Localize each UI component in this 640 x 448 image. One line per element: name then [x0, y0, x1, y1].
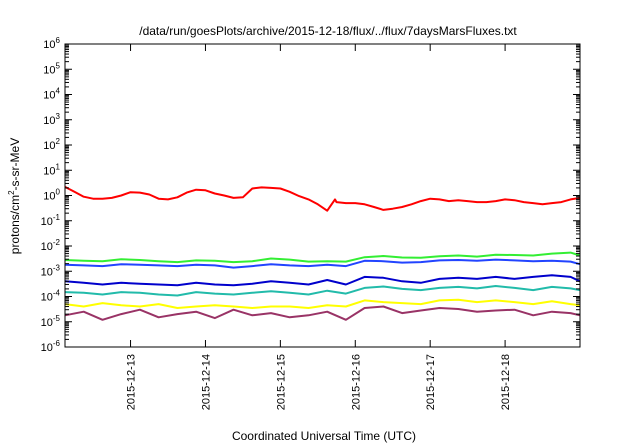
- y-tick-label-exp: 3: [56, 112, 61, 121]
- x-tick-label: 2015-12-15: [275, 354, 287, 410]
- y-tick-label-base: 10: [41, 216, 53, 228]
- x-axis-title: Coordinated Universal Time (UTC): [232, 429, 416, 443]
- series-line: [64, 258, 581, 269]
- y-tick-label-exp: 4: [56, 87, 61, 96]
- y-tick-label-exp: 0: [56, 188, 61, 197]
- y-tick-label: 10-3: [41, 263, 61, 278]
- y-tick-label-exp: -4: [53, 289, 61, 298]
- y-tick-label: 10-2: [41, 238, 61, 253]
- y-tick-label-base: 10: [41, 342, 53, 354]
- y-tick-label: 106: [43, 36, 60, 51]
- y-tick-label: 101: [43, 162, 60, 177]
- series-line: [64, 285, 581, 297]
- y-tick-label-exp: -5: [53, 314, 61, 323]
- y-tick-label: 102: [43, 137, 60, 152]
- x-tick-label: 2015-12-16: [350, 354, 362, 410]
- x-tick-label: 2015-12-18: [500, 354, 512, 410]
- y-axis-title: protons/cm2-s-sr-MeV: [7, 138, 22, 254]
- y-tick-label: 100: [43, 188, 60, 203]
- y-tick-label: 104: [43, 87, 60, 102]
- y-axis-title-rest: -s-sr-MeV: [8, 138, 22, 191]
- x-tick-label: 2015-12-17: [425, 354, 437, 410]
- y-axis-title-base: protons/cm: [8, 195, 22, 254]
- y-tick-label-base: 10: [41, 241, 53, 253]
- y-tick-label: 10-6: [41, 339, 61, 354]
- y-tick-label-base: 10: [43, 90, 55, 102]
- y-tick-label-base: 10: [41, 292, 53, 304]
- y-tick-label: 10-1: [41, 213, 61, 228]
- y-tick-label-exp: -1: [53, 213, 61, 222]
- y-tick-label-base: 10: [43, 39, 55, 51]
- plot-series: [64, 186, 581, 321]
- y-axis: 10-610-510-410-310-210-11001011021031041…: [41, 36, 580, 354]
- chart-title: /data/run/goesPlots/archive/2015-12-18/f…: [139, 24, 517, 38]
- y-tick-label-exp: 6: [56, 36, 61, 45]
- series-line: [64, 186, 581, 212]
- y-tick-label: 10-5: [41, 314, 61, 329]
- y-tick-label-exp: 1: [56, 162, 61, 171]
- y-tick-label-base: 10: [43, 64, 55, 76]
- y-tick-label-base: 10: [43, 140, 55, 152]
- y-tick-label-exp: -2: [53, 238, 61, 247]
- y-tick-label-exp: -6: [53, 339, 61, 348]
- y-tick-label-exp: -3: [53, 263, 61, 272]
- y-tick-label: 10-4: [41, 289, 61, 304]
- series-line: [64, 305, 581, 321]
- y-tick-label-base: 10: [43, 191, 55, 203]
- y-tick-label: 105: [43, 61, 60, 76]
- y-tick-label-exp: 5: [56, 61, 61, 70]
- y-tick-label-base: 10: [41, 266, 53, 278]
- y-tick-label-base: 10: [43, 115, 55, 127]
- y-tick-label-exp: 2: [56, 137, 61, 146]
- y-tick-label: 103: [43, 112, 60, 127]
- series-line: [64, 298, 581, 309]
- x-tick-label: 2015-12-14: [200, 354, 212, 410]
- x-axis: 2015-12-13 2015-12-14 2015-12-15 2015-12-16…: [126, 44, 512, 410]
- series-line: [64, 274, 581, 287]
- series-line: [64, 251, 581, 264]
- y-axis-title-sup: 2: [7, 190, 16, 195]
- y-tick-label-base: 10: [41, 317, 53, 329]
- x-tick-label: 2015-12-13: [126, 354, 138, 410]
- y-tick-label-base: 10: [43, 165, 55, 177]
